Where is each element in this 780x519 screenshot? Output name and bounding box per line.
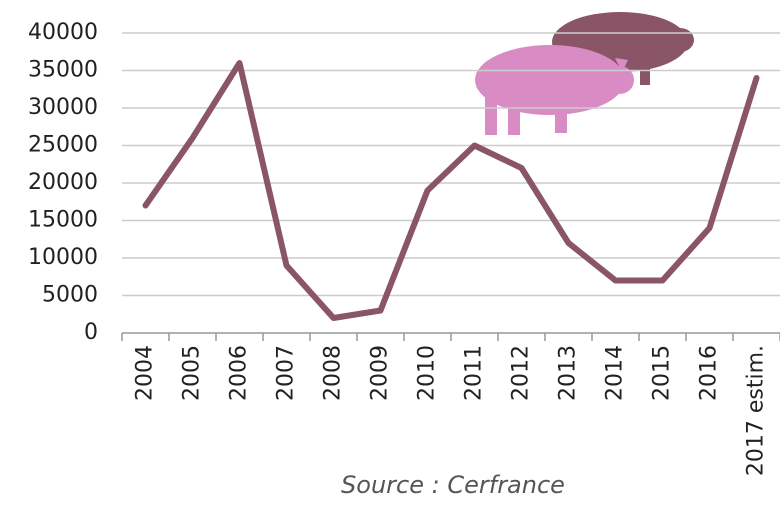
x-tick-label: 2010 — [415, 345, 440, 401]
y-tick-label: 10000 — [28, 245, 98, 270]
x-tick-label: 2006 — [227, 345, 252, 401]
y-tick-label: 15000 — [28, 208, 98, 233]
y-tick-label: 20000 — [28, 170, 98, 195]
y-tick-label: 5000 — [42, 283, 98, 308]
x-tick-label: 2014 — [603, 345, 628, 401]
x-tick-label: 2017 estim. — [744, 345, 769, 476]
x-tick-label: 2004 — [133, 345, 158, 401]
y-tick-label: 40000 — [28, 20, 98, 45]
source-note: Source : Cerfrance — [341, 471, 565, 499]
x-tick-label: 2007 — [274, 345, 299, 401]
x-tick-label: 2009 — [368, 345, 393, 401]
x-tick-label: 2008 — [321, 345, 346, 401]
x-tick-label: 2016 — [697, 345, 722, 401]
x-tick-label: 2005 — [180, 345, 205, 401]
y-tick-label: 35000 — [28, 58, 98, 83]
y-tick-label: 0 — [84, 320, 98, 345]
x-tick-label: 2012 — [509, 345, 534, 401]
data-line — [146, 63, 757, 318]
pig-illustration — [475, 12, 694, 135]
x-tick-label: 2011 — [462, 345, 487, 401]
chart: Source : Cerfrance 0 5000 10000 15000 20000 2… — [0, 0, 780, 519]
y-tick-label: 25000 — [28, 133, 98, 158]
y-tick-label: 30000 — [28, 95, 98, 120]
x-tick-label: 2015 — [650, 345, 675, 401]
x-tick-label: 2013 — [556, 345, 581, 401]
